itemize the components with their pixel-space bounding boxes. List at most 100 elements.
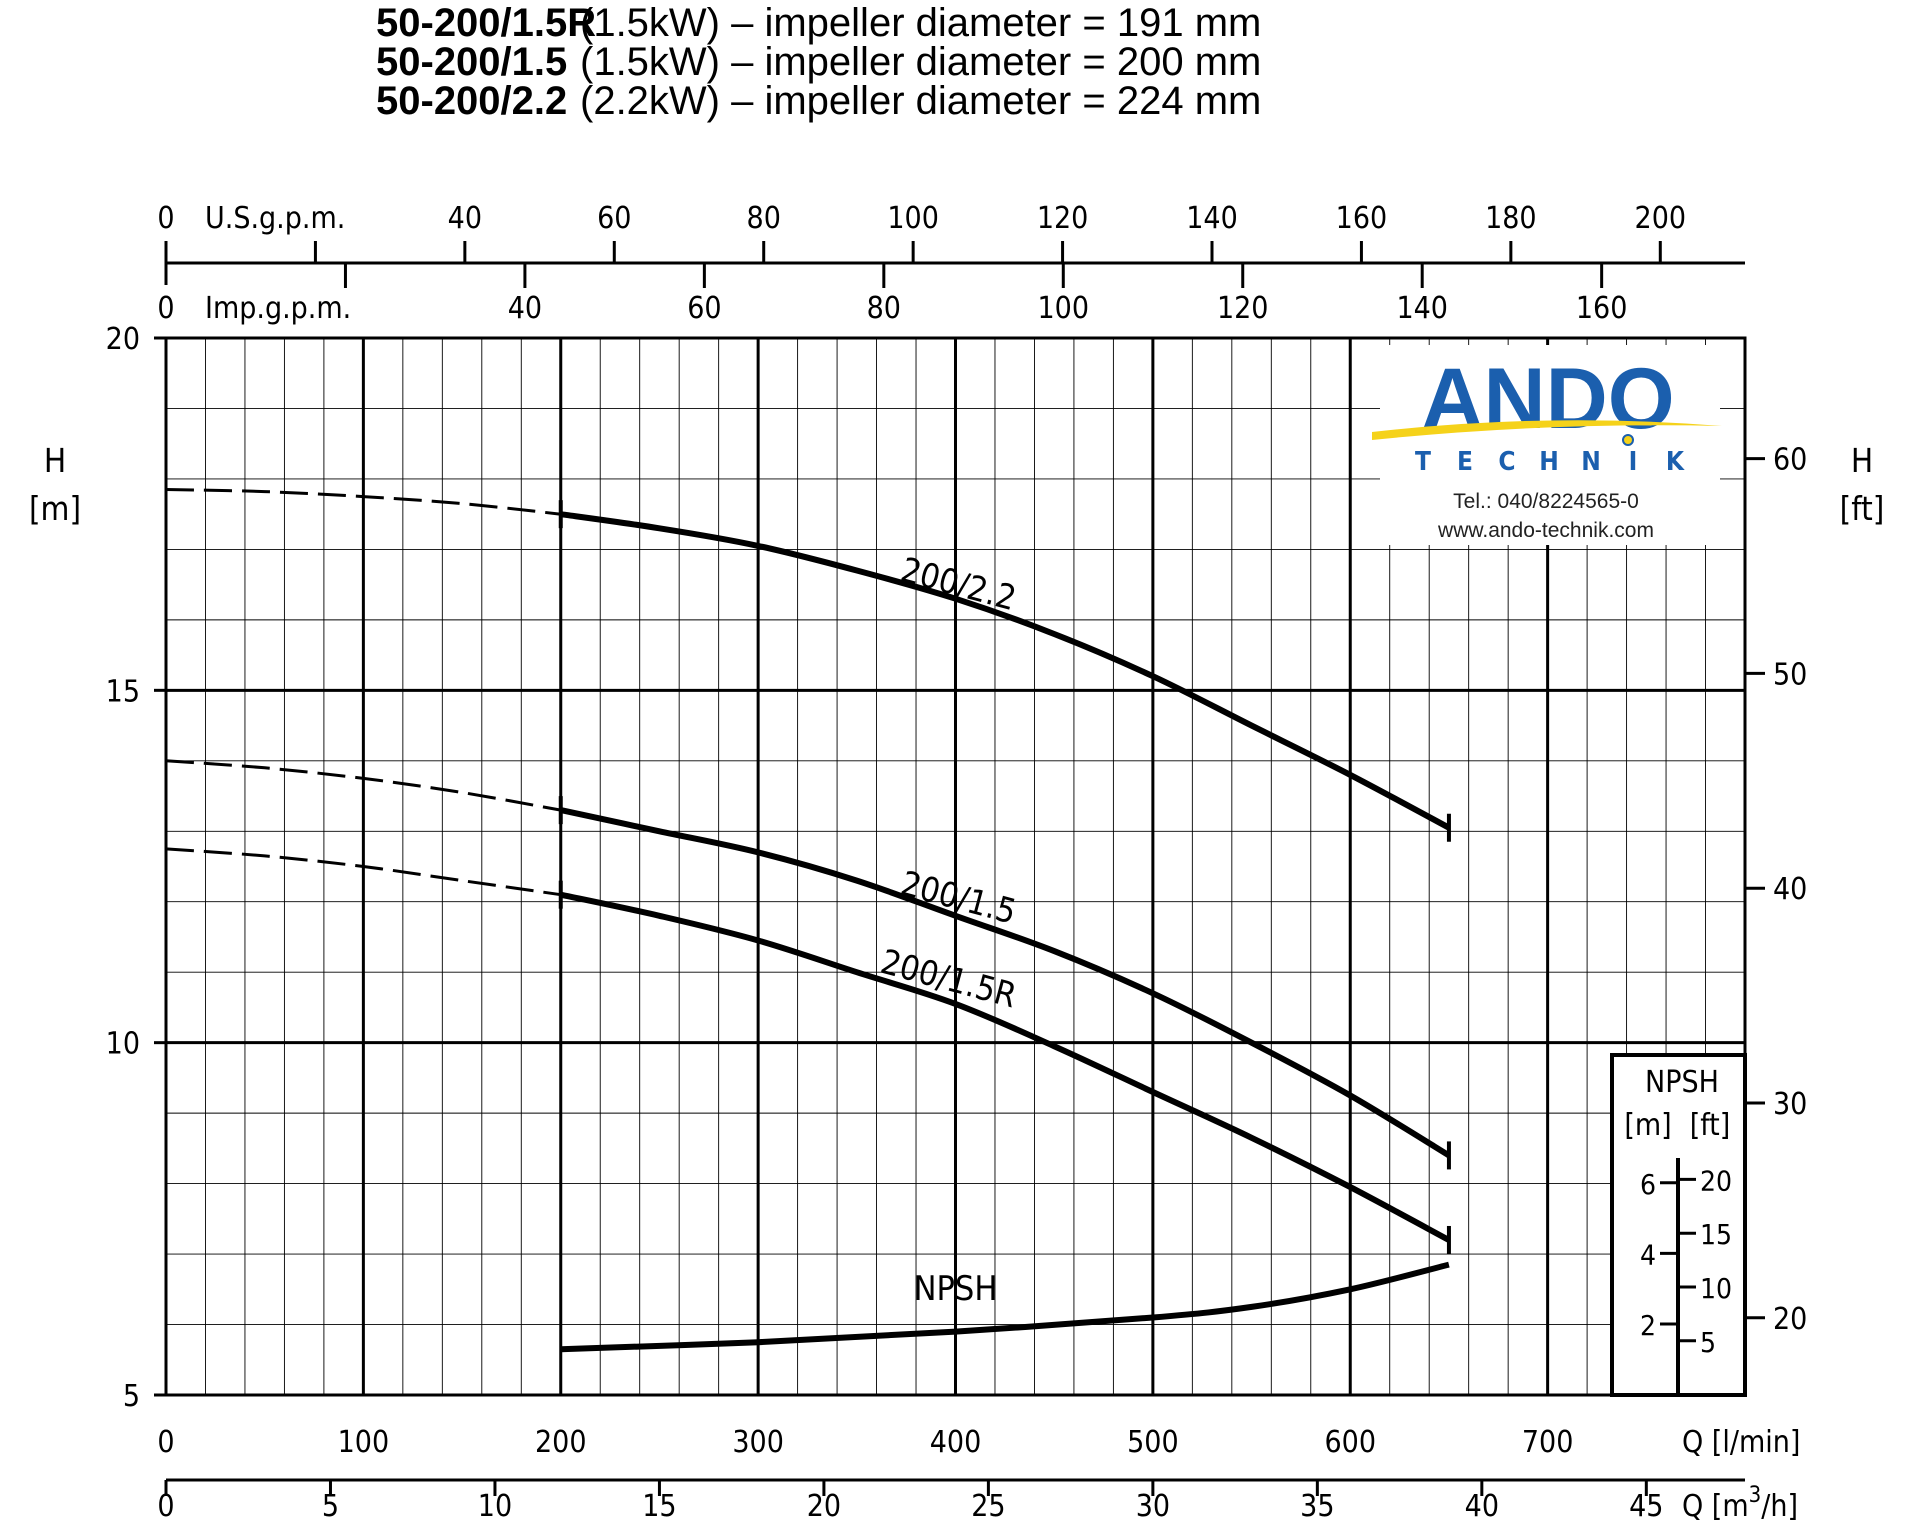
logo-subtitle-letter: C <box>1498 447 1515 477</box>
header-desc: (1.5kW) – impeller diameter = 191 mm <box>580 1 1262 45</box>
logo-subtitle-letter: E <box>1457 447 1473 477</box>
y-left-tick-label: 20 <box>106 322 140 357</box>
usgpm-zero-label: 0 <box>157 201 174 236</box>
y-left-tick-label: 5 <box>123 1379 140 1414</box>
logo-subtitle-letter: T <box>1415 447 1431 477</box>
logo-phone: Tel.: 040/8224565-0 <box>1453 490 1639 513</box>
series-line-npsh <box>560 1261 1450 1353</box>
x-tick-label: 600 <box>1324 1425 1376 1460</box>
npsh-ft-tick-label: 15 <box>1700 1218 1732 1251</box>
axes: 0 100 200 300 400 500 600 700 Q [l/min]5101520H[… <box>29 201 1884 1521</box>
m3h-tick-label: 30 <box>1136 1489 1170 1521</box>
logo-name: ANDO <box>1421 351 1674 447</box>
y-right-tick-label: 40 <box>1773 872 1807 907</box>
impgpm-zero-label: 0 <box>157 291 174 326</box>
npsh-ft-tick-label: 5 <box>1700 1326 1716 1359</box>
m3h-tick-label: 0 <box>157 1489 174 1521</box>
y-right-tick-label: 20 <box>1773 1302 1807 1337</box>
m3h-tick-label: 40 <box>1465 1489 1499 1521</box>
usgpm-tick-label: 80 <box>747 201 781 236</box>
logo-web: www.ando-technik.com <box>1437 519 1654 542</box>
header: 50-200/1.5R (1.5kW) – impeller diameter … <box>0 0 1928 150</box>
usgpm-label: U.S.g.p.m. <box>205 201 345 236</box>
series-label-npsh: NPSH <box>914 1269 998 1309</box>
series-dashed-200-1-5 <box>165 759 562 812</box>
npsh-ft-tick-label: 10 <box>1700 1272 1732 1305</box>
impgpm-tick-label: 100 <box>1038 291 1090 326</box>
npsh-ft-tick-label: 20 <box>1700 1164 1732 1197</box>
x-tick-label: 0 <box>157 1425 174 1460</box>
x-tick-label: 400 <box>930 1425 982 1460</box>
m3h-label-main: Q [m <box>1682 1489 1749 1521</box>
series-dashed-200-1-5r <box>165 847 562 897</box>
x-tick-label: 300 <box>732 1425 784 1460</box>
npsh-m-tick-label: 4 <box>1640 1238 1656 1271</box>
npsh-m-tick-label: 6 <box>1640 1168 1656 1201</box>
header-desc: (2.2kW) – impeller diameter = 224 mm <box>580 79 1262 123</box>
usgpm-tick-label: 120 <box>1037 201 1089 236</box>
header-desc: (1.5kW) – impeller diameter = 200 mm <box>580 40 1262 84</box>
y-left-tick-label: 15 <box>106 674 140 709</box>
usgpm-tick-label: 40 <box>448 201 482 236</box>
m3h-tick-label: 5 <box>322 1489 339 1521</box>
y-right-axis-unit: [ft] <box>1840 489 1885 528</box>
m3h-label-sup: 3 <box>1749 1483 1762 1508</box>
series-label-200-1-5r: 200/1.5R <box>876 942 1020 1016</box>
impgpm-tick-label: 120 <box>1217 291 1269 326</box>
usgpm-tick-label: 140 <box>1186 201 1238 236</box>
m3h-tick-label: 15 <box>642 1489 676 1521</box>
y-right-tick-label: 30 <box>1773 1087 1807 1122</box>
npsh-box-m-label: [m] <box>1624 1108 1671 1143</box>
npsh-box-ft-label: [ft] <box>1690 1108 1731 1143</box>
x-tick-label: 100 <box>338 1425 390 1460</box>
npsh-m-tick-label: 2 <box>1640 1309 1656 1342</box>
y-right-axis-label: H <box>1851 441 1873 480</box>
npsh-scale-box: NPSH [m] [ft] 2 4 6 5 10 15 20 <box>1610 1053 1747 1397</box>
m3h-tick-label: 25 <box>971 1489 1005 1521</box>
logo-background <box>1380 345 1720 545</box>
impgpm-tick-label: 60 <box>687 291 721 326</box>
series: 200/2.2 200/1.5 200/1.5R NPSH <box>165 488 1451 1353</box>
header-model: 50-200/1.5R <box>376 1 597 45</box>
impgpm-tick-label: 140 <box>1396 291 1448 326</box>
logo-subtitle-letter: I <box>1629 447 1638 477</box>
logo-swoosh <box>1372 420 1722 440</box>
impgpm-tick-label: 80 <box>867 291 901 326</box>
x-tick-label: 700 <box>1522 1425 1574 1460</box>
impgpm-tick-label: 40 <box>508 291 542 326</box>
usgpm-tick-label: 60 <box>597 201 631 236</box>
plot-frame <box>164 336 1747 1397</box>
logo-dot <box>1622 434 1634 446</box>
m3h-tick-label: 45 <box>1629 1489 1663 1521</box>
logo-subtitle-letter: H <box>1539 447 1559 477</box>
npsh-box-title: NPSH <box>1645 1065 1719 1100</box>
series-line-200-1-5r <box>560 891 1451 1243</box>
series-label-200-2-2: 200/2.2 <box>897 550 1021 619</box>
impgpm-tick-label: 160 <box>1576 291 1628 326</box>
y-left-axis-unit: [m] <box>29 489 81 528</box>
impgpm-label: Imp.g.p.m. <box>205 291 351 326</box>
m3h-label-end: /h] <box>1761 1489 1798 1521</box>
x-tick-label: 200 <box>535 1425 587 1460</box>
usgpm-tick-label: 160 <box>1336 201 1388 236</box>
usgpm-tick-label: 200 <box>1635 201 1687 236</box>
logo-subtitle-letter: K <box>1666 447 1685 477</box>
header-model: 50-200/1.5 <box>376 40 568 84</box>
series-label-200-1-5: 200/1.5 <box>897 864 1021 933</box>
y-left-axis-label: H <box>44 441 66 480</box>
series-line-200-2-2 <box>560 511 1451 831</box>
m3h-tick-label: 10 <box>478 1489 512 1521</box>
y-right-tick-label: 50 <box>1773 657 1807 692</box>
usgpm-tick-label: 100 <box>887 201 939 236</box>
header-model: 50-200/2.2 <box>376 79 568 123</box>
series-line-200-1-5 <box>560 807 1451 1158</box>
y-left-tick-label: 10 <box>106 1027 140 1062</box>
x-axis-label: Q [l/min] <box>1682 1425 1800 1460</box>
m3h-tick-label: 35 <box>1300 1489 1334 1521</box>
usgpm-tick-label: 180 <box>1485 201 1537 236</box>
m3h-tick-label: 20 <box>807 1489 841 1521</box>
x-tick-label: 500 <box>1127 1425 1179 1460</box>
logo-subtitle-letter: N <box>1581 447 1601 477</box>
